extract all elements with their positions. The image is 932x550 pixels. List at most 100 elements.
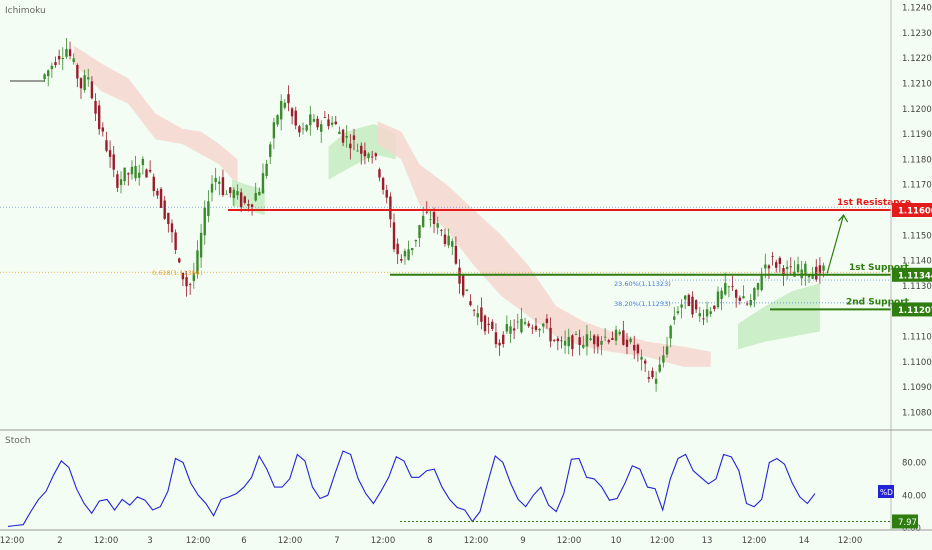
candle-body: [443, 234, 447, 245]
candle-body: [305, 125, 308, 131]
candle-body: [72, 58, 75, 62]
candle-body: [713, 305, 716, 310]
candle-body: [97, 105, 101, 130]
candle-body: [152, 176, 155, 191]
candle-body: [556, 338, 560, 342]
candle-body: [451, 241, 454, 247]
candle-body: [261, 173, 265, 194]
candle-body: [716, 291, 720, 308]
candle-body: [614, 329, 618, 341]
candle-body: [520, 318, 523, 333]
stoch-tick-label: 40.00: [902, 491, 926, 501]
stoch-d-label: %D: [880, 488, 893, 497]
candle-body: [290, 108, 294, 117]
time-tick-label: 12:00: [650, 536, 675, 546]
candle-body: [294, 110, 297, 126]
candle-body: [807, 275, 811, 278]
candle-body: [491, 321, 494, 330]
candle-body: [651, 370, 654, 378]
candle-body: [298, 126, 301, 133]
candle-body: [720, 290, 723, 299]
candle-body: [687, 294, 691, 306]
candle-body: [804, 263, 807, 276]
candle-body: [116, 174, 119, 188]
candle-body: [68, 49, 72, 57]
candle-body: [229, 187, 232, 194]
support-1-price-badge: [892, 267, 932, 282]
candle-body: [112, 154, 115, 170]
candle-body: [472, 309, 476, 311]
candle-body: [108, 150, 112, 157]
stoch-pane: Stoch: [5, 436, 891, 527]
candle-body: [57, 56, 61, 60]
candle-body: [54, 62, 57, 66]
candle-body: [50, 65, 54, 70]
candle-body: [600, 340, 603, 345]
candle-body: [316, 118, 319, 128]
price-pane: 0.618(1.11354) 23.60%(1.11323) 38.20%(1.11…: [0, 6, 911, 392]
candle-body: [647, 377, 651, 379]
candle-body: [531, 327, 534, 329]
candle-body: [676, 311, 680, 314]
candle-body: [148, 169, 152, 172]
candle-body: [411, 248, 414, 251]
time-tick-label: 12:00: [0, 536, 24, 546]
candle-body: [571, 335, 574, 350]
candle-body: [432, 212, 436, 224]
candle-body: [698, 313, 701, 317]
candle-body: [214, 177, 217, 183]
time-tick-label: 3: [147, 536, 152, 546]
candle-body: [258, 191, 261, 196]
time-tick-label: 12:00: [94, 536, 119, 546]
time-tick-label: 9: [520, 536, 525, 546]
time-tick-label: 12:00: [742, 536, 767, 546]
price-axis[interactable]: 1.108001.109001.110001.111001.112001.113…: [878, 4, 932, 534]
time-tick-label: 13: [702, 536, 713, 546]
candle-body: [265, 163, 268, 177]
candle-body: [487, 323, 490, 325]
candle-body: [43, 74, 46, 80]
candle-body: [421, 215, 425, 227]
candle-body: [574, 334, 578, 336]
candle-body: [199, 232, 203, 258]
time-tick-label: 12:00: [464, 536, 489, 546]
candle-body: [618, 331, 621, 335]
candle-body: [178, 258, 181, 263]
levels: 0.618(1.11354) 23.60%(1.11323) 38.20%(1.11…: [0, 198, 911, 311]
price-tick-label: 1.11900: [902, 130, 932, 140]
support-2-price-value: 1.11207: [898, 306, 932, 316]
stoch-tick-label: 0.00: [902, 524, 921, 534]
support-2-price-badge: [892, 302, 932, 317]
candle-body: [680, 304, 683, 308]
candle-body: [381, 177, 385, 190]
candle-body: [502, 334, 505, 345]
candle-body: [134, 166, 137, 179]
candle-body: [188, 283, 192, 285]
candle-body: [815, 266, 818, 280]
candle-body: [552, 339, 556, 341]
candle-body: [436, 223, 439, 228]
cloud-bullish: [738, 283, 820, 350]
candle-body: [811, 275, 814, 279]
candle-body: [392, 222, 396, 250]
candle-body: [538, 328, 541, 331]
price-tick-label: 1.12300: [902, 29, 932, 39]
time-tick-label: 2: [57, 536, 62, 546]
candle-body: [534, 325, 538, 330]
candle-body: [753, 288, 756, 301]
candle-body: [785, 266, 789, 270]
candle-body: [516, 321, 519, 323]
candle-body: [349, 143, 352, 149]
time-tick-label: 12:00: [278, 536, 303, 546]
time-axis[interactable]: 12:00 2 12:00 3 12:00 6 12:00 7 12:00 8 12:00 9 12:0…: [0, 536, 862, 546]
candle-body: [403, 250, 407, 257]
candle-body: [778, 257, 782, 265]
candle-body: [170, 223, 174, 233]
candle-body: [673, 316, 676, 320]
candle-body: [312, 119, 316, 122]
candle-body: [636, 344, 640, 354]
candle-body: [527, 323, 530, 327]
candle-body: [461, 273, 465, 296]
candle-body: [494, 332, 498, 345]
candle-body: [370, 156, 374, 158]
